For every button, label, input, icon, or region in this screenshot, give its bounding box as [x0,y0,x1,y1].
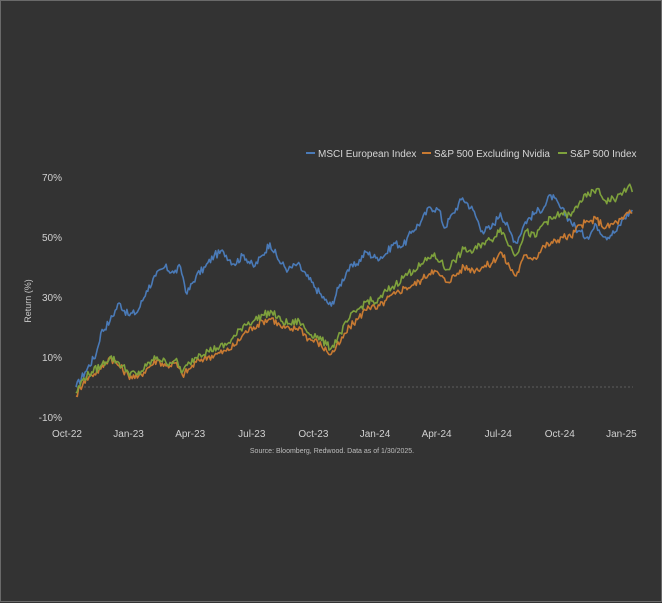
y-tick-label: 70% [42,173,62,184]
x-tick-label: Jul-23 [238,429,266,440]
series-line-1 [75,209,633,398]
x-tick-label: Apr-24 [422,429,452,440]
y-axis: -10% 10% 30% 50% 70% [39,173,62,424]
x-tick-label: Oct-24 [545,429,575,440]
x-tick-label: Oct-23 [298,429,328,440]
series-lines [75,183,634,398]
series-line-2 [75,183,634,394]
y-tick-label: -10% [39,413,62,424]
x-tick-label: Jan-23 [113,429,144,440]
legend-label: S&P 500 Index [570,149,637,160]
x-axis: Oct-22 Jan-23 Apr-23 Jul-23 Oct-23 Jan-24 Apr-… [52,429,637,440]
y-tick-label: 50% [42,233,62,244]
x-tick-label: Jan-25 [606,429,637,440]
y-tick-label: 30% [42,293,62,304]
x-tick-label: Jan-24 [360,429,391,440]
y-axis-title: Return (%) [23,279,33,323]
x-tick-label: Jul-24 [485,429,513,440]
series-line-0 [75,194,633,388]
y-tick-label: 10% [42,353,62,364]
x-tick-label: Oct-22 [52,429,82,440]
source-note: Source: Bloomberg, Redwood. Data as of 1… [250,448,414,455]
legend-label: S&P 500 Excluding Nvidia [434,149,550,160]
x-tick-label: Apr-23 [175,429,205,440]
legend-label: MSCI European Index [318,149,416,160]
legend: MSCI European Index S&P 500 Excluding Nvi… [306,149,637,160]
